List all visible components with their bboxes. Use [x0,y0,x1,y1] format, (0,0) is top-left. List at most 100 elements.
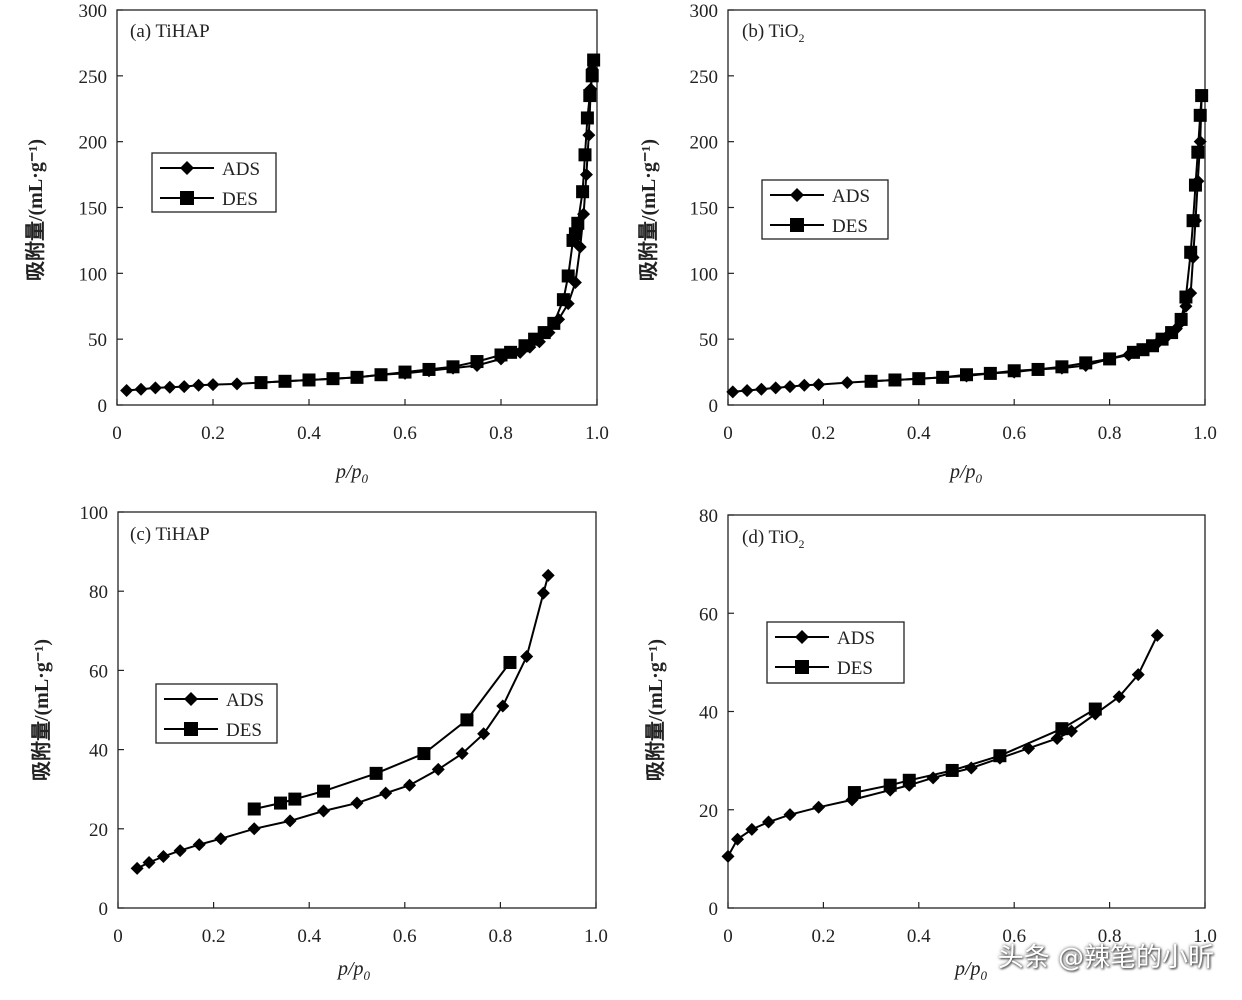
panel-title: (c) TiHAP [130,524,210,545]
data-point-des [1007,364,1021,378]
y-tick-label: 60 [699,604,718,625]
y-tick-label: 40 [89,741,108,762]
y-tick-label: 20 [89,820,108,841]
data-point-des [1179,290,1193,304]
legend: ADS DES [151,152,277,213]
data-point-ads [541,568,555,582]
data-point-des [1195,89,1209,103]
x-tick-label: 0 [723,926,733,947]
data-point-des [585,69,599,83]
data-point-des [864,374,878,388]
data-point-des [446,360,460,374]
data-point-des [274,796,288,810]
data-point-des [518,339,532,353]
data-point-ads [1050,732,1064,746]
data-point-des [587,53,601,67]
data-point-ads [1131,668,1145,682]
data-point-ads [455,747,469,761]
panel-title-main: (a) TiHAP [130,21,210,42]
legend-label: DES [222,189,258,210]
legend-label: DES [837,658,873,679]
series-des [254,53,601,390]
data-point-ads [177,380,191,394]
data-point-ads [797,378,811,392]
x-tick-label: 0.4 [297,423,321,444]
data-point-ads [192,838,206,852]
y-tick-label: 80 [89,582,108,603]
data-point-ads [1112,690,1126,704]
data-point-des [571,216,585,230]
data-point-ads [740,384,754,398]
y-tick-label: 50 [699,330,718,351]
data-point-des [503,655,517,669]
data-point-ads [431,762,445,776]
data-point-des [350,370,364,384]
x-axis-label-sub: 0 [976,471,983,486]
legend-marker-diamond [795,630,809,644]
data-point-ads [582,128,596,142]
data-point-des [576,185,590,199]
data-point-des [254,376,268,390]
data-point-ads [579,168,593,182]
x-tick-label: 0.2 [202,926,226,947]
y-tick-label: 250 [79,67,108,88]
data-point-des [583,89,597,103]
x-axis-label-main: p/p [948,461,976,483]
data-point-des [902,773,916,787]
legend-marker-diamond [790,188,804,202]
data-point-des [847,786,861,800]
y-tick-label: 40 [699,703,718,724]
data-point-ads [173,844,187,858]
x-tick-label: 0.6 [1002,926,1026,947]
watermark-text: 头条 @辣笔的小昕 [997,943,1214,973]
data-point-des [960,368,973,382]
data-point-des [288,792,302,806]
data-point-ads [130,861,144,875]
data-point-des [1191,145,1205,159]
y-tick-label: 100 [79,264,108,285]
data-point-ads [156,850,170,864]
legend-box [766,621,905,684]
y-tick-label: 80 [699,506,718,527]
panel-title-main: (c) TiHAP [130,524,210,545]
legend-label: DES [226,720,262,741]
data-point-des [936,370,950,384]
x-tick-label: 0 [113,926,123,947]
data-point-ads [283,814,297,828]
data-point-ads [754,382,768,396]
panel-title-main: (d) TiO [742,527,799,548]
legend-label: DES [832,216,868,237]
panel-title-sub: 2 [799,31,805,45]
y-tick-label: 0 [98,396,108,417]
y-tick-label: 0 [99,899,109,920]
data-point-ads [403,778,417,792]
y-tick-label: 200 [690,133,719,154]
y-tick-label: 0 [709,396,719,417]
x-tick-label: 0.6 [393,926,417,947]
chart-panel-3: 0 0.2 0.4 0.6 0.8 1.0 0 20 40 60 80 100 吸附量/(mL·g⁻¹)… [29,503,608,983]
panel-title-sub: 2 [799,537,805,551]
legend: ADS DES [155,683,278,744]
x-tick-label: 0.6 [1002,423,1026,444]
data-point-ads [496,699,510,713]
x-tick-label: 0.4 [907,926,931,947]
legend-label: ADS [832,186,870,207]
data-point-ads [214,832,228,846]
x-axis-label-main: p/p [953,958,981,980]
x-tick-label: 0.2 [201,423,225,444]
y-tick-label: 300 [690,1,719,22]
data-point-des [1055,722,1069,736]
legend-box [151,152,277,213]
legend-box [155,683,278,744]
x-tick-label: 0.8 [489,423,513,444]
data-point-des [494,348,508,362]
data-point-ads [142,855,156,869]
x-axis-label-sub: 0 [981,968,988,983]
x-axis-label: p/p0 [334,461,369,486]
series-des [864,89,1209,388]
data-point-ads [317,804,331,818]
data-point-ads [762,815,776,829]
data-point-des [398,365,412,379]
panel-title-main: (b) TiO [742,21,799,42]
data-point-ads [477,727,491,741]
